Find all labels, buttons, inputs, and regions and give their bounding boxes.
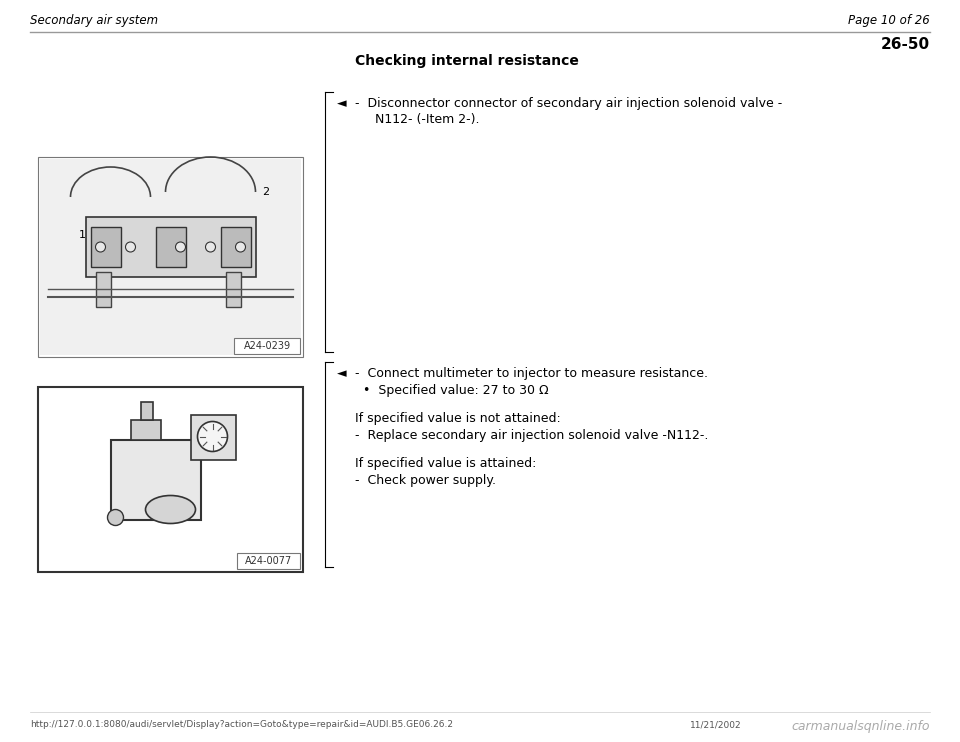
Circle shape [126, 242, 135, 252]
Text: 2: 2 [262, 187, 269, 197]
FancyBboxPatch shape [234, 338, 300, 354]
Bar [131, 419, 160, 439]
Bar [156, 227, 185, 267]
Circle shape [176, 242, 185, 252]
Text: •  Specified value: 27 to 30 Ω: • Specified value: 27 to 30 Ω [363, 384, 548, 397]
Bar [221, 227, 251, 267]
Bar [190, 415, 235, 459]
Text: A24-0239: A24-0239 [244, 341, 291, 351]
Text: ◄: ◄ [337, 97, 347, 110]
Bar [40, 159, 301, 355]
Bar [38, 387, 303, 572]
Circle shape [205, 242, 215, 252]
Text: A24-0077: A24-0077 [246, 556, 293, 566]
Bar [85, 217, 255, 277]
Circle shape [198, 421, 228, 451]
Text: carmanualsqnline.info: carmanualsqnline.info [791, 720, 930, 733]
Text: -  Replace secondary air injection solenoid valve -N112-.: - Replace secondary air injection soleno… [355, 429, 708, 442]
Bar [90, 227, 121, 267]
Text: Page 10 of 26: Page 10 of 26 [849, 14, 930, 27]
Text: If specified value is attained:: If specified value is attained: [355, 457, 537, 470]
Text: http://127.0.0.1:8080/audi/servlet/Display?action=Goto&type=repair&id=AUDI.B5.GE: http://127.0.0.1:8080/audi/servlet/Displ… [30, 720, 453, 729]
Text: -  Disconnector connector of secondary air injection solenoid valve -: - Disconnector connector of secondary ai… [355, 97, 782, 110]
Text: Secondary air system: Secondary air system [30, 14, 158, 27]
Text: -  Check power supply.: - Check power supply. [355, 474, 496, 487]
Bar [226, 272, 241, 307]
Text: ◄: ◄ [337, 367, 347, 380]
Text: N112- (-Item 2-).: N112- (-Item 2-). [363, 113, 479, 126]
Text: If specified value is not attained:: If specified value is not attained: [355, 412, 561, 425]
Text: 1: 1 [79, 230, 86, 240]
Ellipse shape [146, 496, 196, 524]
Circle shape [108, 510, 124, 525]
Bar [38, 157, 303, 357]
Bar [110, 439, 201, 519]
Bar [95, 272, 110, 307]
Bar [140, 401, 153, 419]
FancyBboxPatch shape [237, 553, 300, 569]
Text: 11/21/2002: 11/21/2002 [690, 720, 742, 729]
Circle shape [95, 242, 106, 252]
Text: -  Connect multimeter to injector to measure resistance.: - Connect multimeter to injector to meas… [355, 367, 708, 380]
Text: Checking internal resistance: Checking internal resistance [355, 54, 579, 68]
Text: 26-50: 26-50 [881, 37, 930, 52]
Circle shape [235, 242, 246, 252]
